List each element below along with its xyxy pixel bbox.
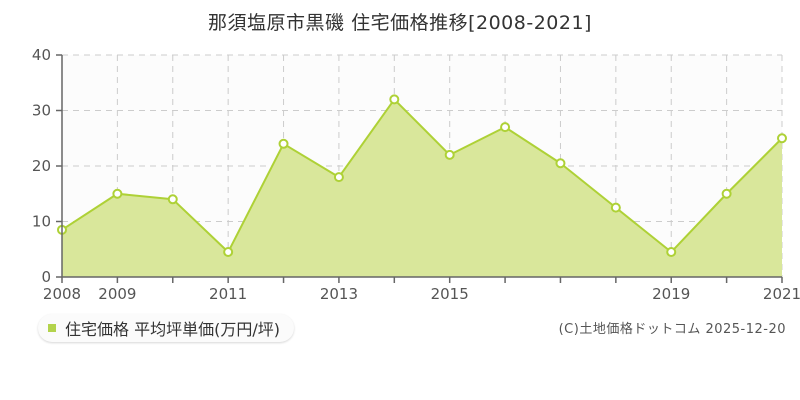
axes — [56, 54, 783, 283]
svg-text:0: 0 — [41, 268, 51, 286]
chart-legend[interactable]: 住宅価格 平均坪単価(万円/坪) — [38, 314, 294, 342]
y-axis-tick-labels: 0 10 20 30 40 — [32, 46, 51, 286]
svg-text:2008: 2008 — [43, 285, 81, 303]
svg-text:2011: 2011 — [209, 285, 247, 303]
svg-text:2021: 2021 — [763, 285, 800, 303]
svg-text:2009: 2009 — [98, 285, 136, 303]
svg-text:10: 10 — [32, 213, 51, 231]
legend-label: 住宅価格 平均坪単価(万円/坪) — [65, 320, 280, 339]
area-series — [62, 99, 782, 278]
svg-text:20: 20 — [32, 157, 51, 175]
legend-swatch-icon — [48, 324, 56, 332]
data-point-markers — [57, 94, 787, 258]
svg-text:2013: 2013 — [320, 285, 358, 303]
svg-text:2019: 2019 — [652, 285, 690, 303]
svg-text:40: 40 — [32, 46, 51, 64]
svg-text:2015: 2015 — [431, 285, 469, 303]
x-axis-tick-labels: 2008 2009 2011 2013 2015 2019 2021 — [43, 285, 800, 303]
copyright-credit: (C)土地価格ドットコム 2025-12-20 — [558, 322, 786, 337]
line-series — [61, 98, 783, 254]
svg-text:30: 30 — [32, 102, 51, 120]
chart-title: 那須塩原市黒磯 住宅価格推移[2008-2021] — [208, 12, 592, 34]
